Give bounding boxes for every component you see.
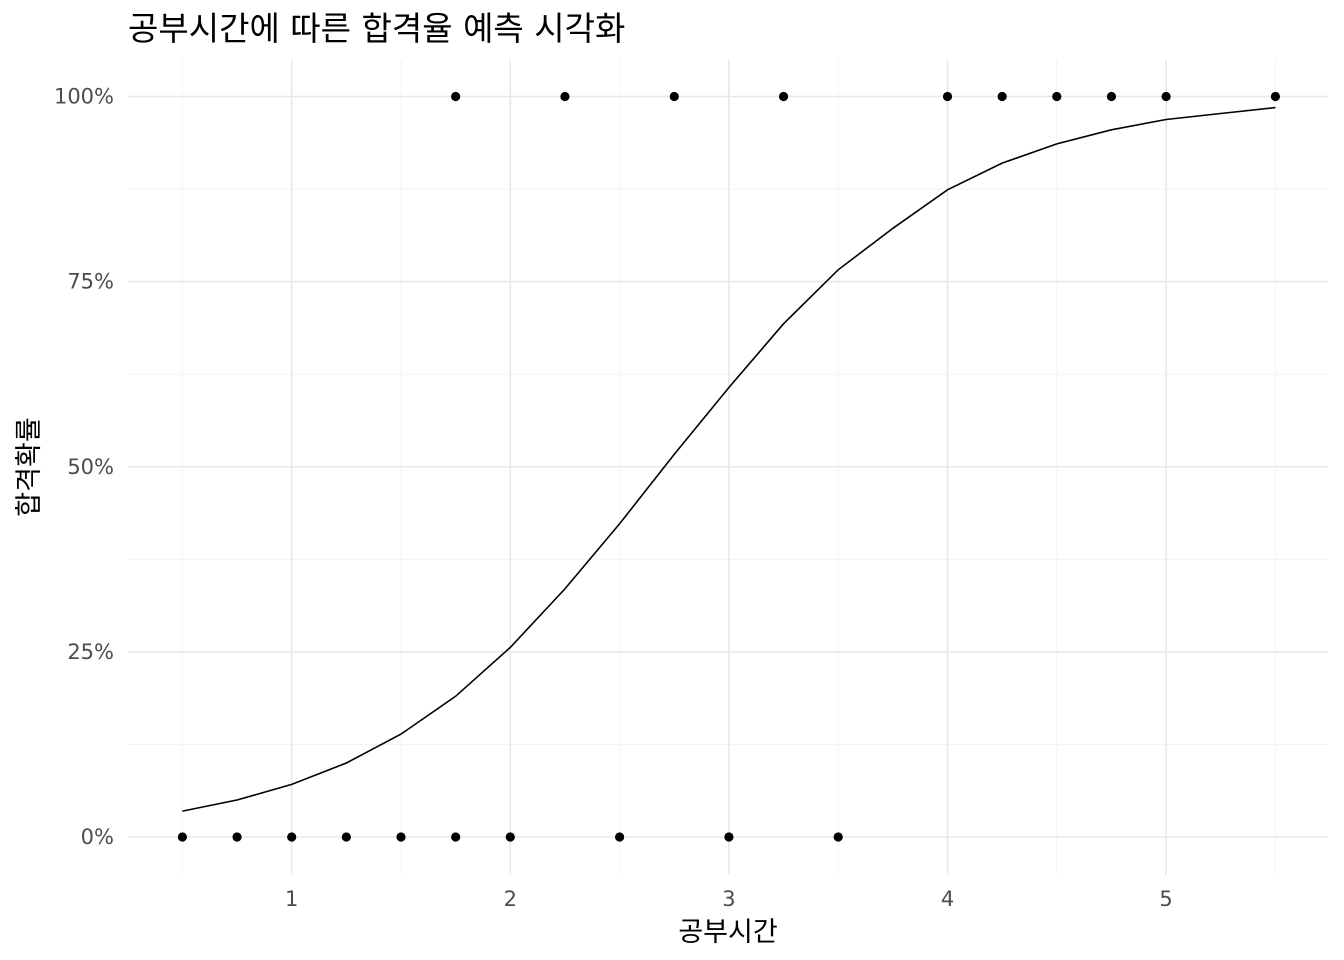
x-tick-label: 5 — [1159, 887, 1172, 911]
y-tick-label: 50% — [67, 455, 114, 479]
y-axis-title: 합격확률 — [14, 417, 45, 516]
x-axis-ticks: 1 2 3 4 5 — [285, 887, 1173, 911]
data-point — [1106, 91, 1117, 102]
data-point — [505, 832, 515, 842]
x-tick-label: 4 — [941, 887, 954, 911]
y-axis-ticks: 0% 25% 50% 75% 100% — [54, 85, 114, 850]
y-tick-label: 100% — [54, 85, 114, 109]
data-point — [942, 91, 953, 102]
data-point — [724, 832, 734, 842]
data-point — [1052, 91, 1062, 102]
data-point — [1270, 91, 1280, 102]
curve-layer — [182, 106, 1276, 812]
y-tick-label: 0% — [81, 825, 114, 849]
y-tick-label: 75% — [67, 270, 114, 294]
point-layer — [177, 91, 1280, 842]
y-tick-label: 25% — [67, 640, 114, 664]
x-tick-label: 3 — [722, 887, 735, 911]
data-point — [833, 832, 843, 842]
data-point — [997, 91, 1007, 102]
data-point — [451, 91, 461, 102]
data-point — [177, 832, 187, 842]
x-tick-label: 2 — [504, 887, 517, 911]
data-point — [1161, 91, 1171, 102]
data-point — [669, 91, 679, 102]
data-point — [451, 832, 461, 842]
grid — [128, 60, 1328, 875]
data-point — [287, 832, 297, 842]
data-point — [778, 91, 789, 102]
data-point — [232, 832, 242, 842]
x-tick-label: 1 — [285, 887, 298, 911]
data-point — [560, 91, 570, 102]
x-axis-title: 공부시간 — [678, 917, 777, 948]
logistic-curve — [182, 106, 1276, 812]
chart-title: 공부시간에 따른 합격율 예측 시각화 — [128, 9, 625, 48]
data-point — [341, 832, 351, 842]
data-point — [615, 832, 625, 842]
data-point — [396, 832, 406, 842]
